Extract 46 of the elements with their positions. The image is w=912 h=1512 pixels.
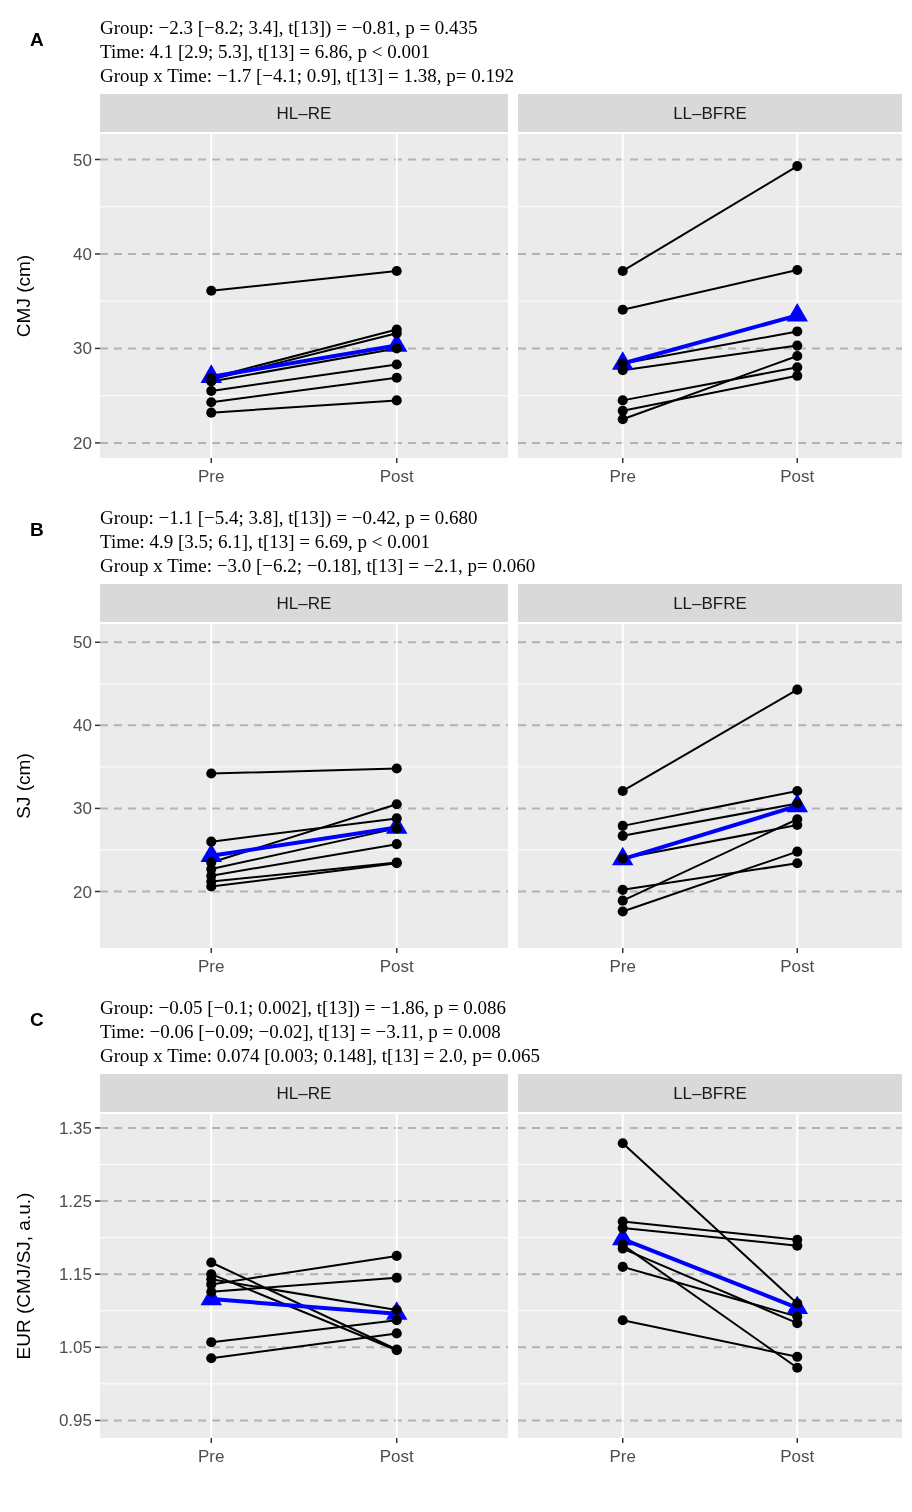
x-tick-label: Post [780,467,815,486]
x-tick-label: Post [780,1447,815,1466]
y-tick-label: 1.35 [58,1118,92,1138]
y-tick-label: 50 [73,150,92,170]
x-tick-label: Pre [198,957,225,976]
x-tick-label: Post [379,1447,415,1466]
chart-title: LL–BFRE [673,594,747,613]
y-tick-label: 50 [73,633,92,653]
y-tick-label: 0.95 [58,1411,92,1431]
text: Group x Time: 0.074 [0.003; 0.148], t[13] = 2.0, p= 0.065 [100,1045,540,1066]
x-tick-label: Post [379,467,415,486]
y-tick-label: 1.25 [58,1192,92,1212]
y-tick-label: 30 [73,339,92,359]
text: Time: −0.06 [−0.09; −0.02], t[13] = −3.11, p = 0.008 [100,1021,501,1042]
y-axis-title: SJ (cm) [13,753,34,819]
y-tick-label: 40 [73,244,92,264]
x-tick-label: Pre [609,957,636,976]
chart-title: HL–RE [276,1084,332,1103]
y-tick-label: 1.15 [58,1265,92,1285]
chart-title: HL–RE [276,104,332,123]
text: Group x Time: −3.0 [−6.2; −0.18], t[13] = −2.1, p= 0.060 [100,555,536,576]
y-axis-title: EUR (CMJ/SJ, a.u.) [13,1192,34,1360]
y-tick-label: 40 [73,716,92,736]
text: Time: 4.9 [3.5; 6.1], t[13] = 6.69, p < 0.001 [100,531,431,552]
text: Group: −1.1 [−5.4; 3.8], t[13]) = −0.42, p = 0.680 [100,507,478,529]
text: B [30,519,44,540]
text: Group: −0.05 [−0.1; 0.002], t[13]) = −1.86, p = 0.086 [100,997,507,1019]
x-tick-label: Pre [198,467,225,486]
x-tick-label: Pre [198,1447,225,1466]
text: A [30,29,44,50]
chart-title: LL–BFRE [673,104,747,123]
text: C [30,1009,44,1030]
text: Group x Time: −1.7 [−4.1; 0.9], t[13] = 1.38, p= 0.192 [100,65,514,86]
y-axis-title: CMJ (cm) [13,254,34,338]
y-tick-label: 1.05 [58,1338,92,1358]
x-tick-label: Pre [609,467,636,486]
text: Time: 4.1 [2.9; 5.3], t[13] = 6.86, p < 0.001 [100,41,431,62]
x-tick-label: Pre [609,1447,636,1466]
y-tick-label: 30 [73,799,92,819]
text: Group: −2.3 [−8.2; 3.4], t[13]) = −0.81, p = 0.435 [100,17,478,39]
y-tick-label: 20 [73,882,92,902]
chart-title: LL–BFRE [673,1084,747,1103]
y-tick-label: 20 [73,433,92,453]
x-tick-label: Post [379,957,415,976]
chart-title: HL–RE [276,594,332,613]
x-tick-label: Post [780,957,815,976]
